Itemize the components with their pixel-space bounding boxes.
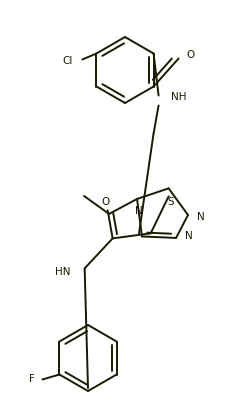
- Text: O: O: [186, 49, 194, 59]
- Text: N: N: [184, 231, 192, 241]
- Text: NH: NH: [170, 92, 185, 102]
- Text: N: N: [196, 212, 204, 222]
- Text: N: N: [135, 206, 142, 216]
- Text: F: F: [28, 375, 34, 385]
- Text: S: S: [167, 197, 173, 207]
- Text: Cl: Cl: [62, 56, 72, 66]
- Text: HN: HN: [55, 268, 70, 278]
- Text: O: O: [101, 197, 109, 207]
